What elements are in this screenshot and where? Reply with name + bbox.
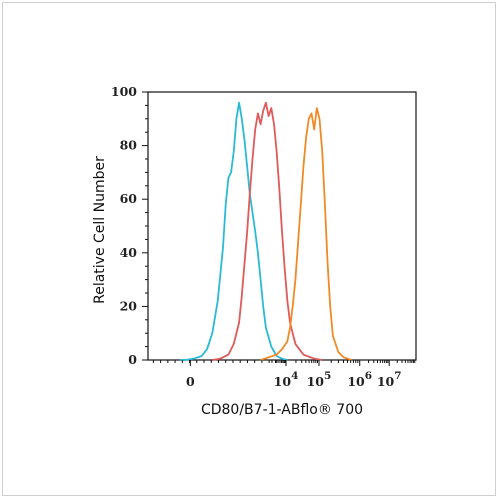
x-axis-label: CD80/B7-1-ABflo® 700 — [201, 402, 363, 418]
histogram-series-2 — [212, 101, 323, 361]
x-tick-exponent: 6 — [365, 370, 372, 382]
y-tick-label: 0 — [128, 352, 137, 367]
x-tick-label: 106 — [347, 370, 372, 389]
y-tick-label: 40 — [120, 245, 138, 260]
histogram-series-1 — [180, 101, 288, 361]
x-axis: 0 104 105 106 107 — [152, 360, 416, 389]
x-tick-label: 105 — [307, 370, 332, 389]
y-axis: 0 20 40 60 80 100 — [111, 84, 148, 367]
y-axis-label: Relative Cell Number — [92, 156, 108, 304]
histogram-series-3 — [260, 107, 352, 361]
y-tick-label: 100 — [111, 84, 137, 99]
y-tick-label: 20 — [120, 298, 138, 313]
x-tick-exponent: 7 — [394, 370, 401, 382]
x-tick-exponent: 5 — [324, 370, 331, 382]
x-tick-label: 0 — [186, 374, 195, 389]
figure-frame — [2, 2, 496, 496]
x-tick-label: 107 — [377, 370, 402, 389]
y-tick-label: 80 — [120, 138, 138, 153]
x-tick-label: 104 — [274, 370, 299, 389]
y-tick-label: 60 — [120, 191, 138, 206]
series-layer — [180, 101, 352, 361]
x-tick-exponent: 4 — [291, 370, 298, 382]
